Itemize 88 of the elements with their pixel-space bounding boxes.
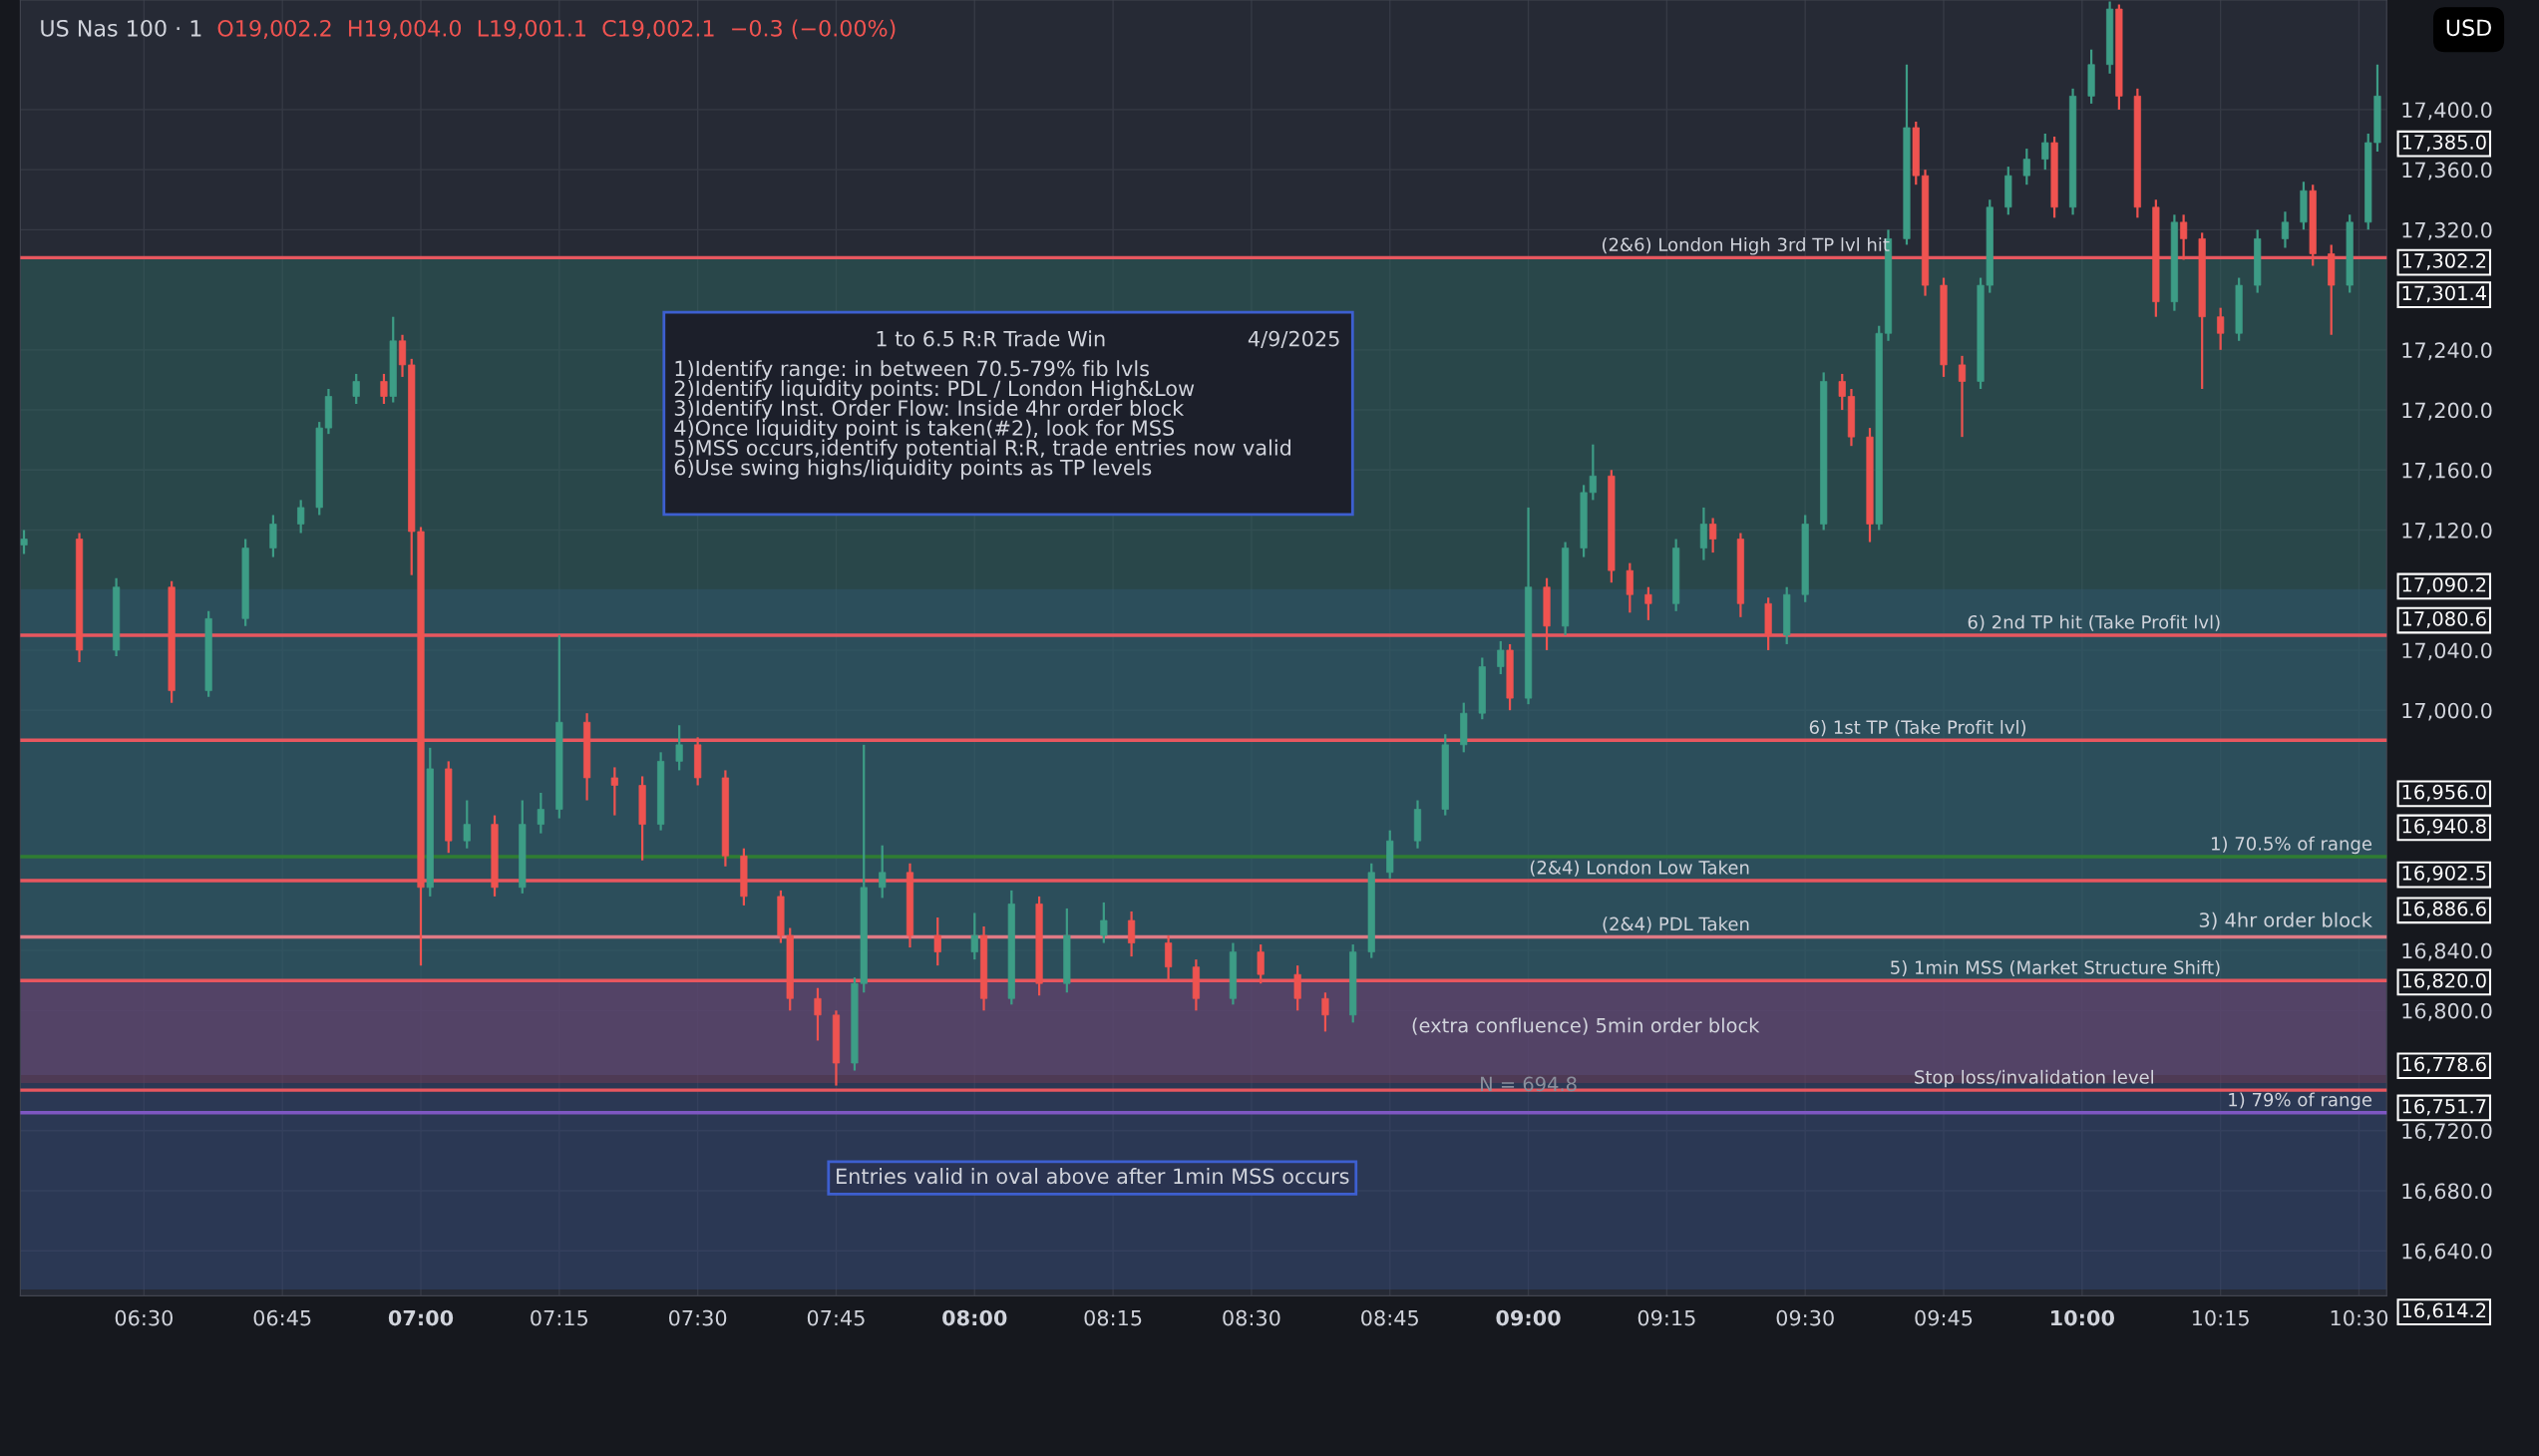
text: 17,090.2: [2402, 576, 2486, 594]
text: USD: [2446, 19, 2491, 37]
y-tick-label: 17,360.0: [2402, 162, 2492, 181]
x-tick-label: 06:45: [253, 1309, 311, 1326]
y-tick-label: 17,400.0: [2402, 102, 2492, 121]
candlestick: [970, 911, 978, 961]
x-tick-label: 09:00: [1496, 1309, 1561, 1326]
text: 17,080.6: [2402, 611, 2486, 628]
band-label: 3) 4hr order block: [2199, 911, 2372, 930]
text: 16,902.5: [2402, 866, 2486, 883]
annotation: 4/9/2025: [1248, 330, 1339, 349]
y-tick-label: 16,800.0: [2402, 1002, 2492, 1021]
candlestick: [352, 372, 360, 406]
ref-line-label: 1) 79% of range: [2229, 1092, 2372, 1110]
ref-line-label: Stop loss/invalidation level: [1915, 1069, 2153, 1088]
candlestick: [2022, 147, 2030, 186]
x-tick-label: 09:15: [1637, 1309, 1695, 1326]
x-tick-label: 08:15: [1084, 1309, 1142, 1326]
x-tick-label: 07:00: [388, 1309, 454, 1326]
candlestick: [933, 915, 941, 967]
x-tick-label: 06:30: [115, 1309, 173, 1326]
x-tick-label: 07:15: [531, 1309, 588, 1326]
ref-line-label: 6) 1st TP (Take Profit lvl): [1809, 720, 2026, 737]
text: US Nas 100 · 1: [41, 19, 201, 37]
y-tick-label: 17,240.0: [2402, 342, 2492, 361]
candlestick: [879, 844, 887, 900]
candlestick: [2041, 132, 2049, 172]
y-tick-label: 16,640.0: [2402, 1243, 2492, 1262]
x-tick-label: 07:45: [807, 1309, 865, 1326]
text: 16,820.0: [2402, 972, 2486, 990]
x-tick-label: 08:00: [942, 1309, 1007, 1326]
ref-line-label: (2&4) PDL Taken: [1603, 916, 1749, 933]
text: 16,940.8: [2402, 818, 2486, 836]
x-tick-label: 10:15: [2192, 1309, 2249, 1326]
y-tick-label: 17,160.0: [2402, 462, 2492, 481]
x-tick-label: 08:30: [1223, 1309, 1280, 1326]
candlestick: [1321, 991, 1329, 1033]
annotation: 1 to 6.5 R:R Trade Win: [877, 330, 1105, 347]
y-tick-label: 17,320.0: [2402, 221, 2492, 240]
candlestick: [2180, 213, 2188, 261]
ref-line-label: 1) 70.5% of range: [2211, 836, 2372, 855]
candlestick: [1128, 910, 1136, 958]
x-tick-label: 10:00: [2051, 1309, 2114, 1326]
candlestick: [2281, 210, 2290, 249]
text: 17,301.4: [2402, 285, 2486, 303]
text: 17,385.0: [2402, 135, 2486, 152]
text: 17,302.2: [2402, 253, 2486, 270]
y-tick-label: 16,720.0: [2402, 1123, 2492, 1142]
y-tick-label: 17,040.0: [2402, 642, 2492, 661]
candlestick: [2217, 306, 2225, 351]
candlestick: [610, 766, 618, 817]
candlestick: [675, 724, 683, 772]
candlestick: [1958, 354, 1967, 439]
candlestick: [1709, 517, 1717, 554]
text: 16,886.6: [2402, 901, 2486, 918]
candlestick: [1838, 372, 1846, 412]
candlestick: [1497, 639, 1505, 676]
ref-line-label: (2&4) London Low Taken: [1530, 860, 1749, 877]
candlestick: [1100, 901, 1108, 944]
candlestick: [1257, 942, 1265, 985]
y-tick-label: 17,200.0: [2402, 402, 2492, 421]
candlestick: [297, 499, 305, 535]
x-tick-label: 09:45: [1915, 1309, 1973, 1326]
candlestick: [814, 986, 822, 1042]
x-tick-label: 07:30: [668, 1309, 727, 1326]
candlestick: [537, 791, 544, 835]
candlestick: [20, 529, 28, 555]
y-tick-label: 17,000.0: [2402, 702, 2492, 721]
text: 16,751.7: [2402, 1098, 2486, 1116]
band-label: (extra confluence) 5min order block: [1412, 1017, 1760, 1035]
text: 16,956.0: [2402, 784, 2486, 802]
x-tick-label: 08:45: [1361, 1309, 1418, 1326]
annotation: Entries valid in oval above after 1min MSS occurs: [837, 1168, 1349, 1185]
candlestick: [463, 799, 471, 850]
x-tick-label: 10:30: [2331, 1309, 2388, 1326]
annotation: 1)Identify range: in between 70.5-79% fib lvls 2)Identify liquidity points: PDL / London High&Low 3)Identify Inst. Order Flow: Inside 4hr order block 4)Once liquidity point is taken(#2), look for MSS 5)MSS occurs,identify potential R:R, trade entries now valid 6)Use swing highs/liquidity points as TP levels: [674, 360, 1290, 480]
text: 16,778.6: [2402, 1056, 2486, 1074]
annotation: O19,002.2 H19,004.0 L19,001.1 C19,002.1 −0.3 (−0.00%): [217, 19, 896, 40]
x-tick-label: 09:30: [1776, 1309, 1834, 1326]
ref-line-label: 6) 2nd TP hit (Take Profit lvl): [1968, 614, 2220, 631]
y-tick-label: 16,840.0: [2402, 942, 2492, 961]
candlestick: [1644, 585, 1652, 621]
candlestick: [380, 372, 388, 406]
ref-line-label: 5) 1min MSS (Market Structure Shift): [1891, 959, 2220, 977]
text: 16,614.2: [2402, 1302, 2486, 1320]
annotation: N = 694.8: [1481, 1076, 1577, 1092]
y-tick-label: 17,120.0: [2402, 522, 2492, 541]
y-tick-label: 16,680.0: [2402, 1183, 2492, 1202]
